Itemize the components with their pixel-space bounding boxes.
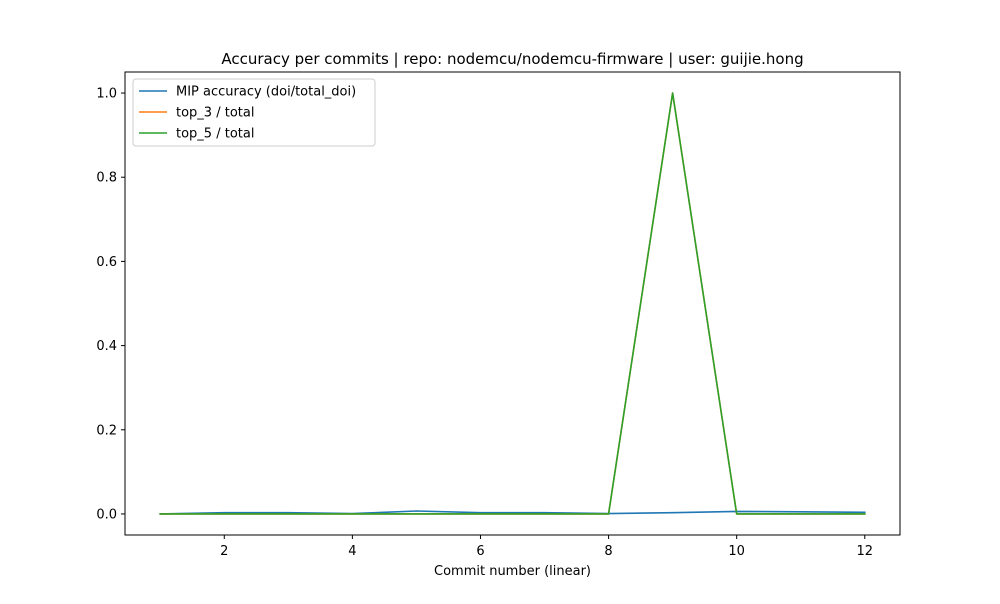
legend-label-3: top_5 / total	[176, 127, 254, 142]
legend-box	[132, 78, 376, 147]
y-tick-label: 0.0	[96, 507, 117, 522]
legend: MIP accuracy (doi/total_doi) top_3 / tota…	[132, 78, 376, 147]
x-tick-label: 6	[476, 544, 484, 559]
x-tick-label: 4	[348, 544, 356, 559]
x-tick-label: 2	[220, 544, 228, 559]
y-tick-label: 1.0	[96, 87, 117, 102]
legend-label-1: MIP accuracy (doi/total_doi)	[176, 85, 356, 100]
x-axis: 2 4 6 8 10 12	[220, 535, 873, 559]
plot-area-frame	[124, 71, 901, 536]
y-tick-label: 0.2	[96, 423, 117, 438]
series-line-2	[159, 92, 866, 515]
y-tick-label: 0.6	[96, 255, 117, 270]
legend-label-2: top_3 / total	[176, 106, 254, 121]
chart-title: Accuracy per commits | repo: nodemcu/nod…	[221, 50, 803, 68]
x-axis-label: Commit number (linear)	[434, 564, 591, 579]
series-lines	[159, 92, 866, 515]
series-line-1	[159, 510, 866, 515]
y-axis: 0.0 0.2 0.4 0.6 0.8 1.0	[96, 87, 125, 522]
y-tick-label: 0.8	[96, 171, 117, 186]
x-tick-label: 12	[856, 544, 873, 559]
x-tick-label: 8	[604, 544, 612, 559]
y-tick-label: 0.4	[96, 339, 117, 354]
x-tick-label: 10	[728, 544, 745, 559]
series-line-3	[159, 92, 866, 515]
